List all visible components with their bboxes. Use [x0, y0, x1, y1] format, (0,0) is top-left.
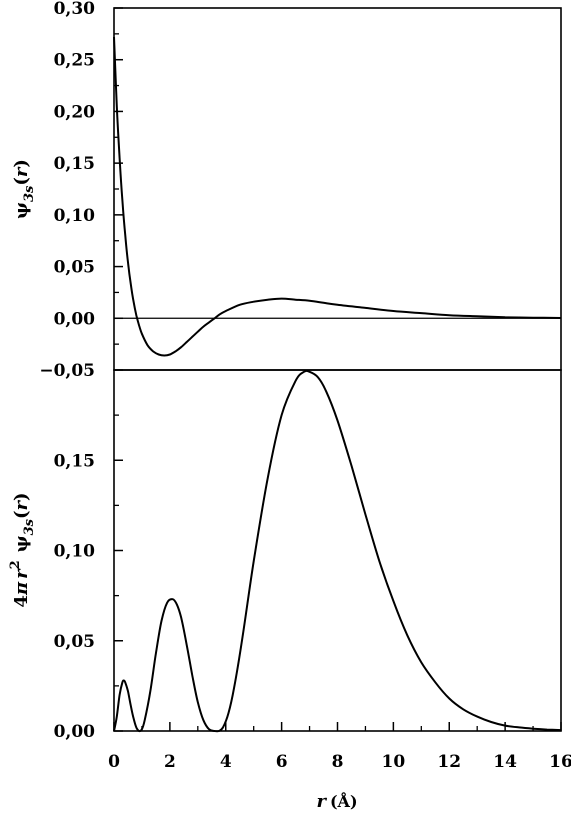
x-tick-label: 16	[549, 752, 571, 772]
r-variable-2: r	[11, 499, 32, 510]
bottom-y-tick-label: 0,05	[54, 632, 95, 652]
bottom-y-tick-label: 0,15	[54, 451, 95, 471]
top-y-tick-label: 0,15	[54, 154, 95, 174]
r-variable: r	[11, 568, 32, 579]
x-tick-label: 10	[382, 752, 406, 772]
open-paren: (	[11, 177, 32, 186]
angstrom-unit: (Å)	[330, 790, 358, 811]
top-y-tick-label: 0,25	[54, 51, 95, 71]
psi-symbol: ψ	[11, 202, 32, 219]
x-axis-label: r (Å)	[316, 790, 357, 812]
bottom-panel-frame	[113, 369, 562, 732]
x-tick-label: 6	[276, 752, 288, 772]
top-y-tick-label: 0,00	[54, 309, 96, 329]
top-y-tick-label: −0,05	[39, 361, 95, 381]
x-tick-label: 0	[108, 752, 120, 772]
psi-symbol: ψ	[11, 535, 32, 552]
bottom-y-axis-label: 4πr2ψ3s(r)	[8, 492, 37, 607]
close-paren: )	[11, 159, 32, 168]
top-y-axis-label: ψ3s(r)	[11, 159, 37, 219]
x-tick-label: 14	[493, 752, 517, 772]
subscript-3s: 3s	[22, 518, 37, 535]
pi-symbol: π	[11, 581, 32, 596]
exponent-2: 2	[8, 560, 23, 569]
x-tick-label: 12	[437, 752, 461, 772]
x-tick-label: 2	[164, 752, 176, 772]
bottom-y-tick-label: 0,10	[54, 542, 96, 562]
top-series-line	[113, 36, 562, 357]
r-variable: r	[11, 166, 32, 177]
subscript-3s: 3s	[22, 185, 37, 202]
top-y-tick-label: 0,20	[54, 102, 96, 122]
top-y-tick-label: 0,10	[54, 206, 96, 226]
bottom-y-tick-label: 0,00	[54, 722, 96, 742]
x-ticks: 0 2 4 6 8 10 12 14 16	[108, 722, 571, 772]
close-paren: )	[11, 492, 32, 501]
factor-4: 4	[11, 595, 32, 608]
open-paren: (	[11, 510, 32, 519]
top-y-tick-label: 0,30	[54, 0, 96, 19]
bottom-y-ticks: 0,00 0,05 0,10 0,15	[54, 414, 123, 742]
x-tick-label: 4	[220, 752, 232, 772]
top-y-ticks: −0,05 0,00 0,05 0,10 0,15 0,20 0,25 0,30	[39, 0, 123, 381]
x-tick-label: 8	[332, 752, 344, 772]
top-panel-frame	[113, 7, 562, 371]
r-variable: r	[316, 791, 327, 812]
top-y-tick-label: 0,05	[54, 258, 95, 278]
bottom-series-line	[113, 369, 562, 733]
